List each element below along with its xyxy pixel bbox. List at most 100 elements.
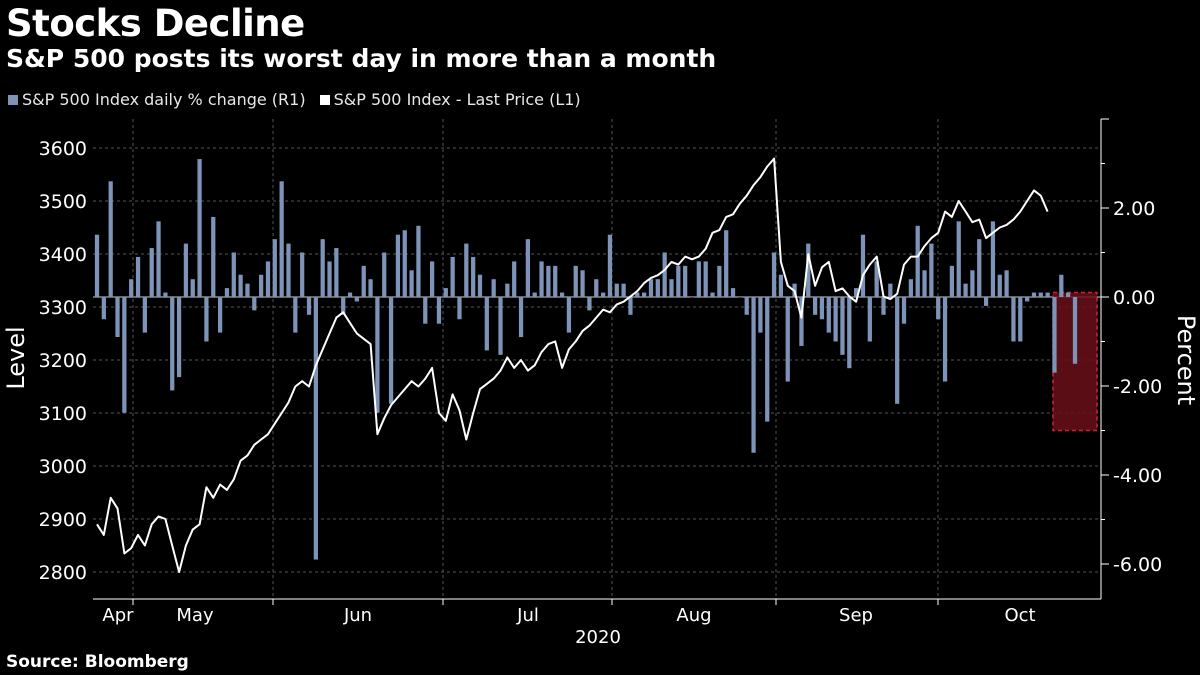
bar-133 bbox=[1004, 270, 1009, 297]
legend-item-daily-change: S&P 500 Index daily % change (R1) bbox=[8, 90, 306, 109]
bar-84 bbox=[669, 279, 674, 297]
bar-70 bbox=[573, 265, 578, 297]
bar-29 bbox=[293, 297, 298, 333]
source-note: Source: Bloomberg bbox=[6, 652, 189, 672]
bar-37 bbox=[347, 292, 353, 297]
bar-90 bbox=[710, 292, 715, 297]
bar-14 bbox=[190, 279, 195, 297]
bar-71 bbox=[580, 270, 585, 297]
bar-8 bbox=[149, 248, 154, 297]
chart-subtitle: S&P 500 posts its worst day in more than… bbox=[6, 44, 717, 73]
bar-115 bbox=[881, 297, 886, 315]
x-month-apr: Apr bbox=[102, 605, 134, 626]
bar-19 bbox=[224, 288, 230, 297]
bar-143 bbox=[1072, 297, 1078, 364]
bar-137 bbox=[1031, 292, 1037, 297]
legend-label-last-price: S&P 500 Index - Last Price (L1) bbox=[333, 90, 581, 109]
y-left-tick-2900: 2900 bbox=[39, 509, 87, 531]
bar-55 bbox=[471, 256, 476, 297]
bar-131 bbox=[990, 221, 996, 297]
bar-121 bbox=[922, 270, 927, 297]
bar-44 bbox=[395, 234, 401, 297]
bar-58 bbox=[491, 279, 496, 297]
bar-40 bbox=[368, 279, 373, 297]
x-month-jun: Jun bbox=[343, 605, 372, 626]
bar-85 bbox=[676, 265, 681, 297]
bar-63 bbox=[525, 239, 530, 297]
y-left-axis-title: Level bbox=[2, 326, 30, 389]
bar-127 bbox=[963, 283, 968, 297]
bar-25 bbox=[265, 261, 271, 297]
bar-48 bbox=[423, 297, 428, 324]
bar-33 bbox=[320, 239, 325, 297]
bar-57 bbox=[484, 297, 489, 351]
bar-104 bbox=[806, 243, 811, 297]
bar-105 bbox=[812, 297, 818, 315]
bar-108 bbox=[833, 297, 838, 342]
bar-96 bbox=[751, 297, 756, 453]
bar-54 bbox=[464, 243, 469, 297]
bar-81 bbox=[648, 279, 654, 297]
bar-23 bbox=[252, 297, 257, 311]
bar-24 bbox=[259, 274, 264, 297]
bar-42 bbox=[382, 252, 387, 297]
y-left-tick-3200: 3200 bbox=[39, 350, 87, 372]
y-right-tick--2.00: -2.00 bbox=[1113, 376, 1162, 398]
bar-142 bbox=[1066, 292, 1071, 297]
legend: S&P 500 Index daily % change (R1) S&P 50… bbox=[8, 90, 581, 109]
y-left-tick-2800: 2800 bbox=[39, 562, 87, 584]
bar-38 bbox=[354, 297, 360, 302]
bar-124 bbox=[942, 297, 948, 382]
y-left-tick-3100: 3100 bbox=[39, 403, 87, 425]
x-axis-year: 2020 bbox=[575, 627, 621, 648]
bar-69 bbox=[566, 297, 572, 333]
bar-20 bbox=[231, 252, 236, 297]
bar-138 bbox=[1038, 292, 1043, 297]
bar-1 bbox=[101, 297, 106, 320]
bar-73 bbox=[594, 279, 599, 297]
bar-113 bbox=[867, 297, 872, 342]
bar-126 bbox=[956, 221, 961, 297]
bar-116 bbox=[888, 283, 893, 297]
bar-53 bbox=[457, 297, 462, 320]
bar-72 bbox=[587, 297, 592, 311]
y-left-tick-3400: 3400 bbox=[39, 244, 87, 266]
bar-18 bbox=[217, 297, 223, 333]
bar-134 bbox=[1011, 297, 1016, 342]
bar-5 bbox=[129, 279, 134, 297]
y-left-tick-3500: 3500 bbox=[39, 191, 87, 213]
y-left-tick-3300: 3300 bbox=[39, 297, 87, 319]
bar-123 bbox=[936, 297, 941, 320]
bar-94 bbox=[737, 297, 743, 298]
bar-88 bbox=[696, 261, 701, 297]
bar-135 bbox=[1018, 297, 1023, 342]
bar-98 bbox=[765, 297, 770, 422]
y-left-tick-3000: 3000 bbox=[39, 456, 87, 478]
bar-21 bbox=[238, 274, 243, 297]
bar-80 bbox=[642, 292, 647, 297]
bar-17 bbox=[211, 216, 216, 297]
x-month-jul: Jul bbox=[516, 605, 539, 626]
bar-130 bbox=[983, 297, 989, 306]
bar-75 bbox=[607, 234, 613, 297]
bar-118 bbox=[901, 297, 907, 324]
bar-77 bbox=[621, 283, 626, 297]
bar-125 bbox=[949, 265, 955, 297]
bar-114 bbox=[874, 261, 879, 297]
bar-78 bbox=[628, 297, 633, 315]
bar-9 bbox=[156, 221, 161, 297]
bar-32 bbox=[313, 297, 318, 560]
bar-22 bbox=[245, 283, 250, 297]
bar-93 bbox=[730, 288, 736, 297]
bar-35 bbox=[334, 248, 339, 297]
bar-50 bbox=[436, 297, 442, 324]
bar-101 bbox=[785, 297, 790, 382]
y-right-tick--6.00: -6.00 bbox=[1113, 554, 1162, 576]
bar-120 bbox=[915, 225, 920, 297]
bar-129 bbox=[977, 239, 982, 297]
bar-86 bbox=[683, 265, 688, 297]
bar-2 bbox=[108, 181, 113, 297]
bar-83 bbox=[662, 252, 667, 297]
bar-43 bbox=[388, 297, 394, 404]
bar-122 bbox=[929, 243, 934, 297]
